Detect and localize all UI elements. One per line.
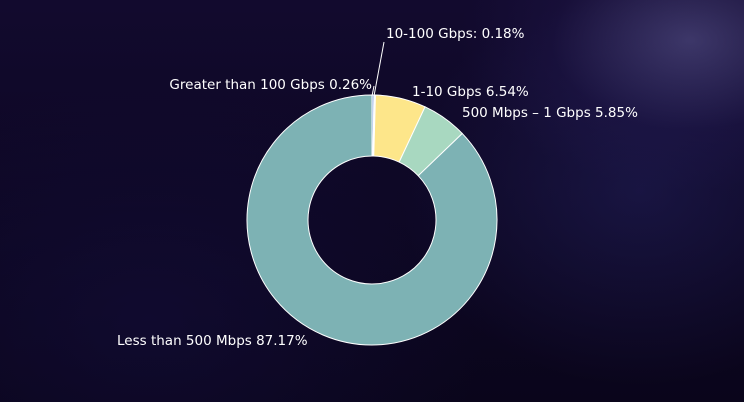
donut-slices bbox=[246, 94, 498, 346]
data-label-1-10-gbps: 1-10 Gbps 6.54% bbox=[412, 84, 529, 100]
data-label-greater-than-100-gbps: Greater than 100 Gbps 0.26% bbox=[169, 77, 372, 93]
leader-line-greater-than-100-gbps bbox=[371, 85, 375, 97]
leader-lines bbox=[371, 41, 385, 97]
slice-500-mbps-1-gbps bbox=[398, 106, 463, 177]
data-label-less-than-500-mbps: Less than 500 Mbps 87.17% bbox=[117, 333, 308, 349]
data-label-10-100-gbps: 10-100 Gbps: 0.18% bbox=[386, 26, 525, 42]
leader-line-10-100-gbps bbox=[373, 41, 385, 97]
data-label-500-mbps-1-gbps: 500 Mbps – 1 Gbps 5.85% bbox=[462, 105, 638, 121]
slice-less-than-500-mbps bbox=[246, 94, 498, 346]
data-labels: Less than 500 Mbps 87.17% Greater than 1… bbox=[117, 26, 638, 349]
